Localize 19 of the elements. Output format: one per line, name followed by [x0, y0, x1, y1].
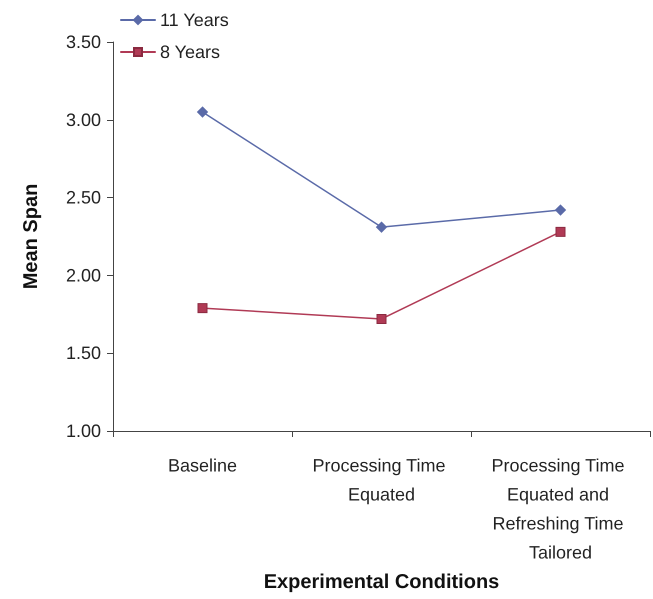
y-tick-label: 2.50 — [66, 188, 101, 208]
y-tick-label: 1.00 — [66, 421, 101, 441]
legend-label: 11 Years — [160, 10, 229, 30]
x-tick-label: Processing Time Equated — [312, 456, 451, 504]
y-tick-label: 1.50 — [66, 343, 101, 364]
point — [376, 222, 387, 233]
legend-label: 8 Years — [160, 42, 220, 62]
point — [556, 226, 566, 237]
point — [555, 204, 566, 216]
x-tick-label: Baseline — [168, 456, 238, 476]
x-tick-label: Processing Time Equated and Refreshing Time Tailored — [491, 456, 630, 562]
y-tick-label: 3.50 — [66, 32, 101, 52]
point — [198, 303, 208, 314]
y-tick-label: 3.00 — [66, 110, 101, 130]
x-axis-title: Experimental Conditions — [264, 570, 500, 593]
point — [376, 314, 386, 324]
y-axis-title: Mean Span — [20, 184, 42, 290]
y-tick-label: 2.00 — [66, 265, 101, 286]
point — [197, 106, 208, 118]
